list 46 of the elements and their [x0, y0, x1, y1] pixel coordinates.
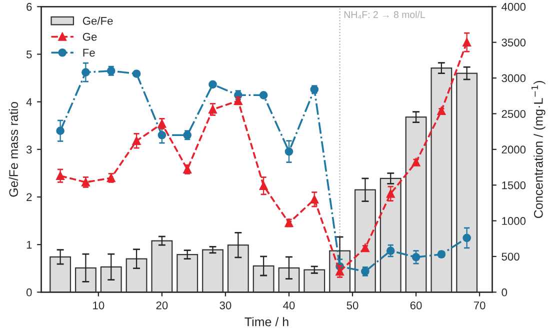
bar	[456, 72, 478, 292]
y-tick-label: 0	[26, 288, 32, 296]
y2-tick-label: 1000	[502, 217, 526, 225]
y2-tick-label: 500	[502, 252, 520, 261]
y-tick-label: 2	[26, 193, 32, 202]
legend-label: Fe	[83, 48, 95, 57]
x-tick-label: 60	[410, 301, 422, 310]
y2-tick-label: 3500	[502, 38, 526, 46]
y-tick-label: 4	[26, 98, 32, 106]
y-tick-label: 5	[26, 50, 32, 58]
x-tick-label: 50	[346, 301, 358, 310]
y2-tick-label: 2000	[502, 146, 526, 154]
y-tick-label: 3	[26, 146, 32, 154]
bar	[405, 116, 427, 292]
bar	[100, 266, 122, 292]
x-axis-title: Time / h	[244, 317, 288, 326]
bar	[74, 267, 96, 292]
y2-axis-title: Concentration / (mg·L$^{−1}$)	[532, 81, 546, 218]
y2-tick-label: 4000	[502, 2, 526, 11]
x-tick-label: 70	[474, 301, 486, 310]
y-tick-label: 6	[26, 2, 32, 11]
y2-tick-label: 1500	[502, 181, 526, 190]
x-tick-label: 20	[156, 301, 168, 310]
bar	[278, 267, 300, 292]
bar	[304, 269, 326, 292]
bar	[50, 256, 72, 292]
bar	[151, 240, 173, 292]
y2-tick-label: 2500	[502, 110, 526, 118]
bar	[252, 265, 274, 292]
x-tick-label: 40	[283, 301, 295, 310]
x-tick-label: 10	[93, 301, 104, 310]
y2-tick-label: 0	[502, 288, 508, 296]
legend-label: Ge	[82, 32, 97, 41]
y2-tick-label: 3000	[502, 74, 526, 82]
bar	[176, 254, 198, 292]
bar	[430, 67, 452, 292]
bar	[380, 178, 402, 292]
annotation: NH₄F: 2 → 8 mol/L	[344, 10, 426, 19]
y-tick-label: 1	[26, 240, 32, 249]
bar	[202, 249, 224, 292]
bar	[227, 244, 249, 292]
bar	[354, 189, 376, 292]
y-axis-title: Ge/Fe mass ratio	[8, 102, 18, 197]
legend-label: Ge/Fe	[82, 16, 113, 25]
bar	[126, 258, 148, 292]
x-tick-label: 30	[220, 301, 232, 310]
